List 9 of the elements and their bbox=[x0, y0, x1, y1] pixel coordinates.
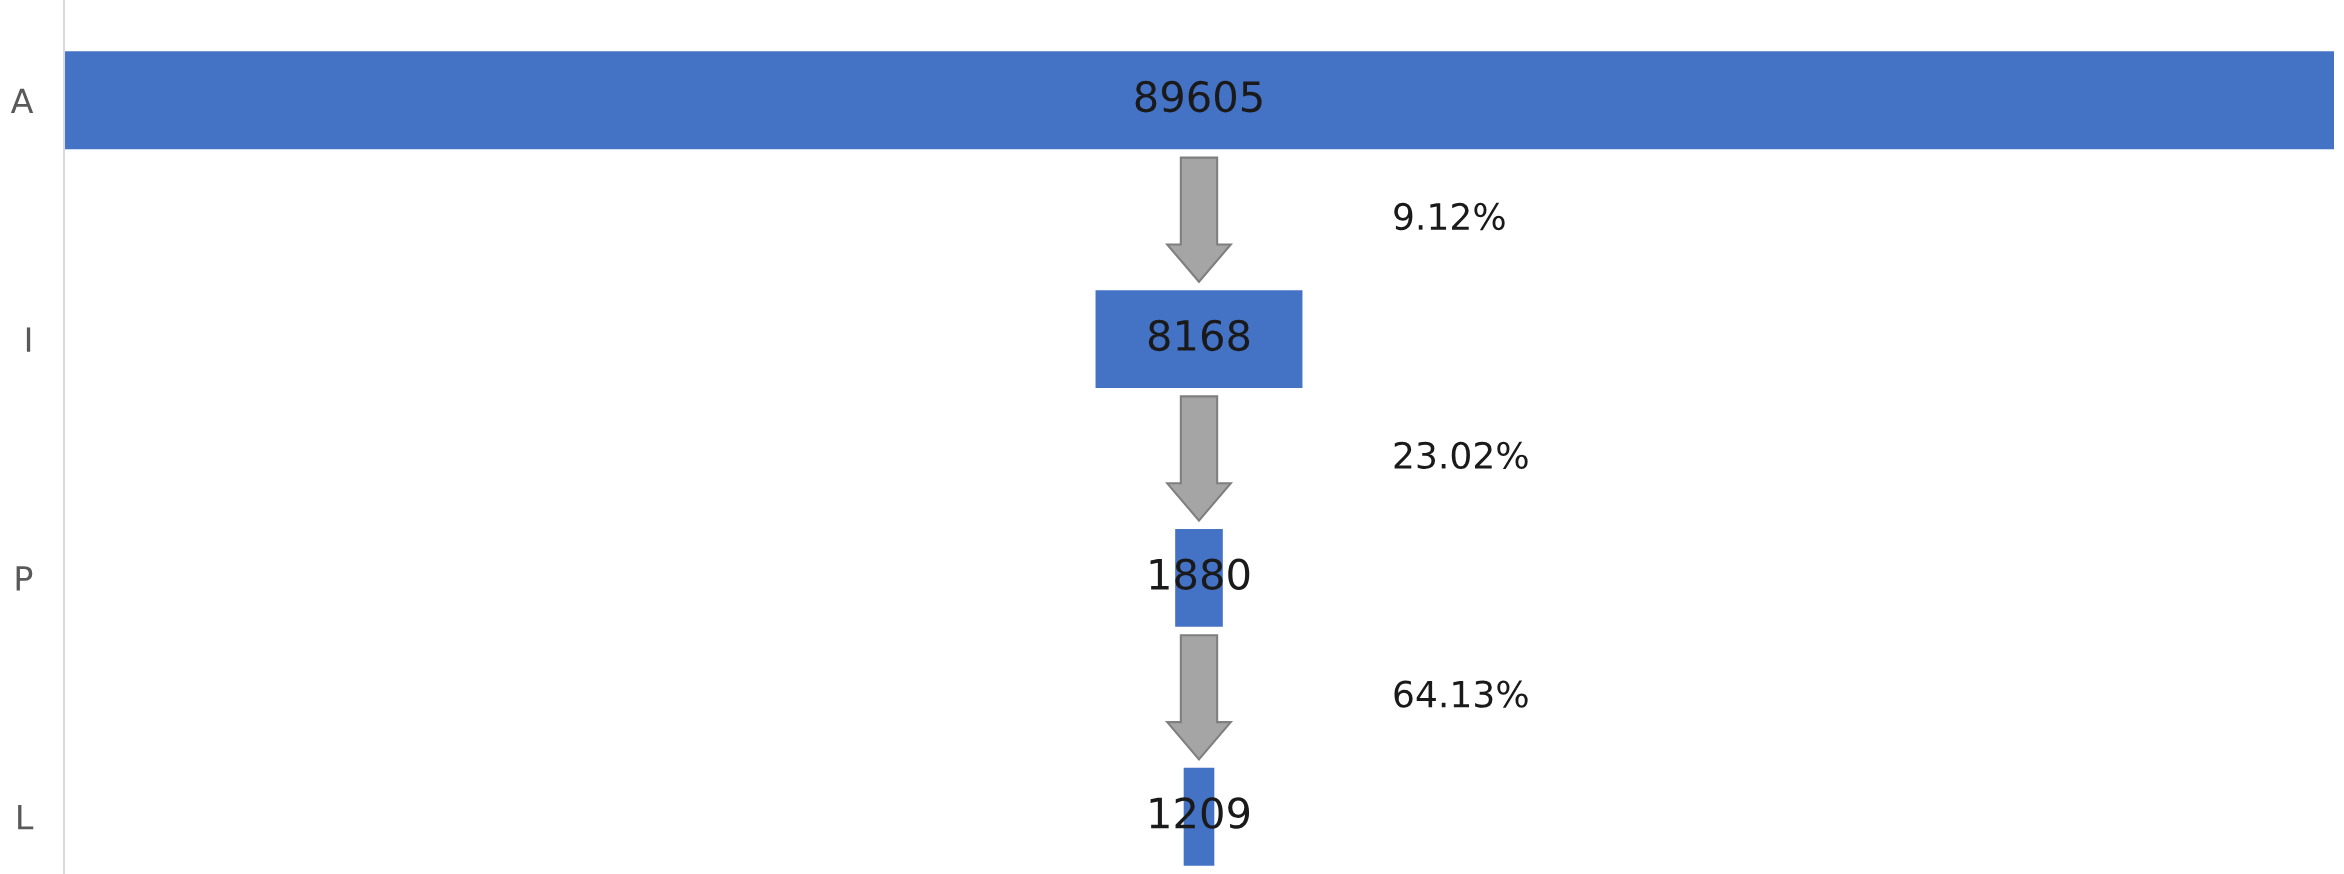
category-label: L bbox=[18, 805, 34, 830]
category-label: I bbox=[26, 327, 31, 352]
text: 23.02% bbox=[1394, 441, 1528, 469]
text: 64.13% bbox=[1394, 680, 1528, 708]
category-label: A bbox=[10, 88, 34, 113]
data-label: 89605 bbox=[1135, 80, 1262, 113]
text: 9.12% bbox=[1394, 202, 1505, 231]
category-label: P bbox=[16, 566, 33, 591]
data-label: 8168 bbox=[1148, 319, 1250, 352]
